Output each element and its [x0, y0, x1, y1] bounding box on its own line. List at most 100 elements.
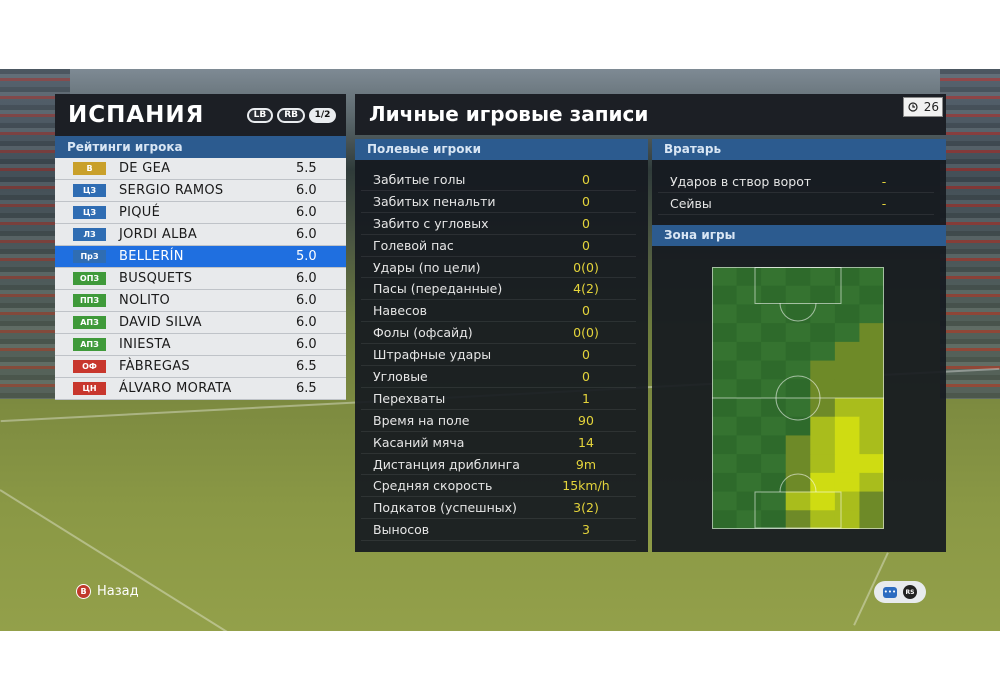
player-row[interactable]: АПЗ DAVID SILVA 6.0	[55, 312, 346, 334]
heatmap-cell	[785, 379, 811, 399]
heatmap-cell	[785, 341, 811, 362]
stat-label: Подкатов (успешных)	[373, 500, 517, 516]
heatmap-cell	[834, 304, 860, 324]
stat-label: Ударов в створ ворот	[670, 174, 812, 189]
stat-row: Касаний мяча 14	[361, 432, 636, 454]
player-rating: 6.0	[296, 315, 317, 330]
player-row[interactable]: ЛЗ JORDI ALBA 6.0	[55, 224, 346, 246]
heatmap-cell	[712, 304, 738, 324]
position-badge: ЦЗ	[73, 206, 106, 219]
heatmap-cell	[761, 491, 787, 511]
player-row[interactable]: ОФ FÀBREGAS 6.5	[55, 356, 346, 378]
heatmap-cell	[834, 491, 860, 511]
player-row[interactable]: ППЗ NOLITO 6.0	[55, 290, 346, 312]
lb-button[interactable]: LB	[246, 107, 274, 123]
goalkeeper-stats-list: Ударов в створ ворот - Сейвы -	[652, 171, 946, 215]
heatmap-cell	[859, 491, 884, 511]
player-name: SERGIO RAMOS	[119, 183, 224, 198]
stat-label: Сейвы	[670, 196, 712, 211]
player-row[interactable]: ЦН ÁLVARO MORATA 6.5	[55, 378, 346, 400]
stat-label: Навесов	[373, 303, 428, 319]
stat-value: 0(0)	[573, 325, 599, 341]
stat-row: Фолы (офсайд) 0(0)	[361, 322, 636, 345]
stat-row: Штрафные удары 0	[361, 344, 636, 367]
heatmap-cell	[712, 510, 738, 529]
player-row[interactable]: ОПЗ BUSQUETS 6.0	[55, 268, 346, 290]
timer: 26	[903, 97, 943, 117]
heatmap-cell	[834, 472, 860, 493]
player-row[interactable]: В DE GEA 5.5	[55, 158, 346, 180]
rb-button[interactable]: RB	[277, 107, 305, 123]
heatmap-cell	[736, 285, 762, 305]
heatmap-cell	[736, 398, 762, 418]
heatmap-cell	[859, 360, 884, 380]
field-players-panel: Полевые игроки Забитые голы 0 Забитых пена…	[355, 139, 648, 552]
stat-value: 0	[582, 303, 590, 319]
heatmap-cell	[810, 491, 836, 511]
player-row[interactable]: АПЗ INIESTA 6.0	[55, 334, 346, 356]
stat-label: Голевой пас	[373, 237, 454, 253]
player-rating: 6.5	[296, 381, 317, 396]
stat-label: Средняя скорость	[373, 478, 493, 494]
player-name: BUSQUETS	[119, 271, 193, 286]
heatmap-cell	[712, 491, 738, 511]
player-name: JORDI ALBA	[119, 227, 198, 242]
player-row[interactable]: ПрЗ BELLERÍN 5.0	[55, 246, 346, 268]
team-name: ИСПАНИЯ	[68, 102, 205, 128]
player-rating: 6.0	[296, 183, 317, 198]
heatmap-cell	[736, 472, 762, 493]
page-indicator: 1/2	[309, 107, 336, 123]
player-row[interactable]: ЦЗ SERGIO RAMOS 6.0	[55, 180, 346, 202]
back-control[interactable]: B Назад	[76, 584, 139, 599]
heatmap-cell	[736, 323, 762, 343]
heatmap-cell	[810, 341, 836, 362]
page-title: Личные игровые записи	[369, 102, 649, 126]
rs-button-icon: RS	[903, 585, 917, 599]
stat-row: Забитых пенальти 0	[361, 191, 636, 213]
heatmap-cell	[785, 398, 811, 418]
player-name: DAVID SILVA	[119, 315, 202, 330]
pitch-line	[0, 489, 255, 631]
heatmap-cell	[810, 267, 836, 287]
heatmap-cell	[761, 398, 787, 418]
footer-controls[interactable]: ••• RS	[874, 581, 926, 603]
heatmap-cell	[810, 323, 836, 343]
heatmap	[712, 267, 884, 529]
heatmap-cell	[834, 285, 860, 305]
heatmap-cell	[761, 472, 787, 493]
player-name: NOLITO	[119, 293, 171, 308]
stat-value: 1	[582, 390, 590, 406]
player-rating: 6.0	[296, 227, 317, 242]
heatmap-cell	[736, 510, 762, 529]
player-rating: 6.0	[296, 337, 317, 352]
heatmap-cell	[736, 360, 762, 380]
heatmap-cell	[785, 416, 811, 436]
stat-label: Время на поле	[373, 412, 470, 428]
heatmap-cell	[810, 454, 836, 474]
heatmap-cell	[761, 285, 787, 305]
stat-label: Перехваты	[373, 390, 446, 406]
heatmap-cell	[761, 435, 787, 455]
team-panel: ИСПАНИЯ LB RB 1/2 Рейтинги игрока В DE GE…	[55, 94, 346, 400]
heatmap-cell	[785, 454, 811, 474]
stat-row: Средняя скорость 15km/h	[361, 475, 636, 498]
heatmap-cell	[712, 472, 738, 493]
stat-row: Выносов 3	[361, 519, 636, 542]
position-badge: ЦН	[73, 382, 106, 395]
stat-value: 0	[582, 215, 590, 231]
stat-value: -	[881, 196, 887, 211]
player-rating: 6.5	[296, 359, 317, 374]
stat-value: 0(0)	[573, 259, 599, 275]
heatmap-cell	[785, 360, 811, 380]
heatmap-cell	[859, 510, 884, 529]
stat-row: Забитые голы 0	[361, 169, 636, 191]
stadium-stand-right	[940, 69, 1000, 399]
player-rating: 6.0	[296, 271, 317, 286]
stat-value: -	[881, 174, 887, 189]
heatmap-cell	[736, 379, 762, 399]
stat-row: Голевой пас 0	[361, 235, 636, 257]
stat-value: 0	[582, 193, 590, 209]
player-row[interactable]: ЦЗ PIQUÉ 6.0	[55, 202, 346, 224]
stat-label: Забитые голы	[373, 171, 466, 187]
b-button-icon: B	[76, 584, 91, 599]
